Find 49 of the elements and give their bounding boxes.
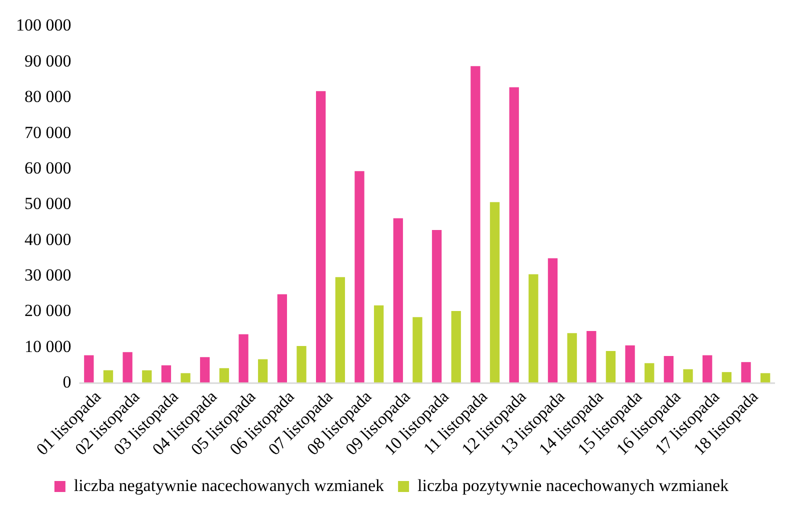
bar [644,363,654,384]
bar [567,333,577,384]
bar [335,277,345,384]
bar [548,258,558,384]
bar [586,331,596,384]
bar [528,274,538,384]
bar [258,359,268,384]
y-tick-label: 100 000 [16,16,72,35]
bar [606,351,616,384]
y-tick-label: 40 000 [24,230,72,249]
y-tick-label: 30 000 [24,266,72,285]
bar [722,372,732,384]
bar [451,311,461,384]
legend-label: liczba negatywnie nacechowanych wzmianek [74,476,385,495]
bar [432,230,442,384]
y-tick-label: 0 [62,372,72,392]
y-tick-label: 20 000 [24,301,72,320]
bar [238,334,248,384]
bar [219,368,230,384]
y-tick-label: 50 000 [24,194,72,214]
y-tick-label: 10 000 [24,336,72,356]
bar [470,66,480,384]
bar [412,317,422,384]
y-tick-label: 60 000 [24,158,72,178]
bar [84,355,94,384]
y-tick-label: 70 000 [24,122,72,142]
bar [741,362,751,384]
bar [354,171,364,384]
legend-label: liczba pozytywnie nacechowanych wzmianek [418,476,730,495]
bar [702,355,712,384]
bar [180,373,190,384]
bar [161,365,172,384]
bar [200,357,210,384]
bar [296,346,306,384]
bar [142,370,152,384]
y-tick-label: 90 000 [24,51,72,70]
bar [683,369,693,384]
y-tick-label: 80 000 [24,87,72,106]
bar [664,356,674,384]
bar [490,202,500,384]
bar [122,352,132,384]
bar [374,305,384,384]
bar [509,87,519,384]
bar [760,373,770,384]
bar [393,218,403,384]
bar [625,345,635,384]
bar [316,91,326,384]
bar [103,370,114,384]
bar [277,294,288,384]
